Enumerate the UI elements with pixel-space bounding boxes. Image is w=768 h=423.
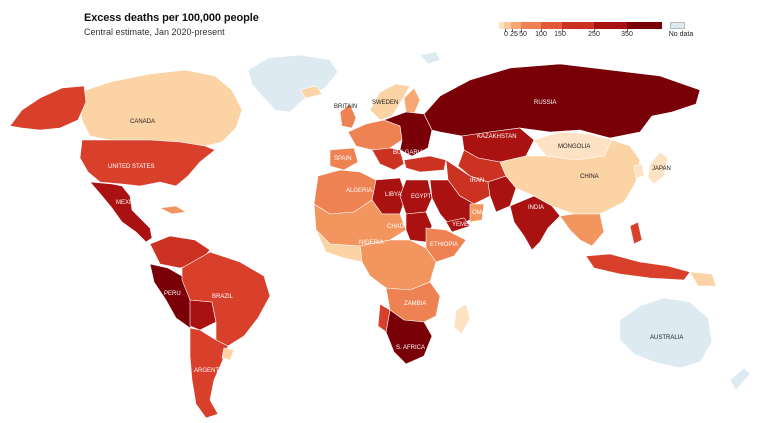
legend-label-no-data: No data [668, 31, 694, 38]
label-canada: CANADA [130, 119, 155, 125]
label-australia: AUSTRALIA [650, 335, 683, 341]
region-greenland [247, 54, 339, 113]
region-australia [619, 297, 713, 369]
legend-label-25: 25 [510, 31, 518, 38]
map-subtitle: Central estimate, Jan 2020-present [84, 27, 225, 37]
region-britain [339, 103, 357, 129]
label-brazil: BRAZIL [212, 294, 234, 300]
region-yemen [445, 217, 471, 233]
region-iceland [299, 85, 323, 99]
region-united-states [79, 139, 216, 187]
label-zambia: ZAMBIA [404, 301, 426, 307]
region-indonesia [585, 253, 691, 281]
legend-swatch-7 [627, 22, 662, 29]
region-central-africa [359, 239, 437, 291]
label-mongolia: MONGOLIA [558, 144, 590, 150]
region-brazil [181, 251, 271, 347]
legend-label-50: 50 [519, 31, 527, 38]
region-scandinavia [369, 83, 411, 121]
label-libya: LIBYA [385, 192, 402, 198]
region-southeast-asia [559, 213, 605, 247]
region-mexico [89, 181, 153, 243]
region-korea [633, 163, 645, 179]
region-new-guinea [689, 271, 717, 287]
label-united-states: UNITED STATES [108, 164, 154, 170]
region-svalbard [419, 51, 441, 65]
region-oman [469, 203, 485, 223]
region-south-africa [385, 309, 433, 365]
label-algeria: ALGERIA [346, 188, 372, 194]
label-chad: CHAD [387, 224, 405, 230]
legend-tick [562, 29, 563, 32]
region-uruguay [221, 347, 235, 361]
label-mexico: MEXICO [116, 200, 140, 206]
region-west-africa-coast [315, 229, 363, 263]
label-egypt: EGYPT [411, 194, 432, 200]
region-japan [647, 151, 669, 185]
label-russia: RUSSIA [534, 100, 556, 106]
color-legend: 0 25 50 100 150 250 350 No data [499, 20, 699, 50]
region-italy-balkans [371, 147, 405, 171]
legend-tick [521, 29, 522, 32]
region-china [499, 139, 641, 215]
label-spain: SPAIN [334, 156, 352, 162]
region-russia [423, 63, 701, 139]
region-namibia [377, 303, 391, 333]
legend-tick [594, 29, 595, 32]
region-philippines [629, 221, 643, 245]
label-sweden: SWEDEN [372, 100, 398, 106]
region-canada [77, 69, 243, 147]
legend-label-250: 250 [588, 31, 600, 38]
region-western-europe [347, 119, 403, 151]
legend-label-100: 100 [535, 31, 547, 38]
region-finland [403, 87, 421, 115]
label-bulgaria: BULGARIA [393, 150, 423, 156]
legend-tick [627, 29, 628, 32]
label-iran: IRAN [470, 178, 484, 184]
label-britain: BRITAIN [334, 104, 357, 110]
legend-swatch-1 [504, 22, 511, 29]
legend-tick [505, 29, 506, 32]
label-nigeria: NIGERIA [359, 240, 384, 246]
label-ethiopia: ETHIOPIA [430, 242, 458, 248]
legend-swatch-2 [511, 22, 521, 29]
label-japan: JAPAN [652, 166, 671, 172]
legend-swatch-3 [521, 22, 541, 29]
legend-label-350: 350 [621, 31, 633, 38]
legend-label-0: 0 [504, 31, 508, 38]
legend-swatch-4 [541, 22, 562, 29]
region-argentina-chile [189, 327, 229, 419]
legend-swatch-0 [499, 22, 504, 29]
label-peru: PERU [164, 291, 181, 297]
region-india [509, 195, 561, 251]
label-yemen: YEMEN [452, 222, 473, 228]
region-caribbean [158, 205, 187, 215]
label-argentina: ARGENTINA [194, 368, 229, 374]
region-alaska [9, 85, 87, 131]
label-kazakhstan: KAZAKHSTAN [477, 134, 517, 140]
legend-swatch-5 [562, 22, 594, 29]
map-title: Excess deaths per 100,000 people [84, 12, 259, 24]
region-turkey [403, 155, 447, 173]
legend-tick [541, 29, 542, 32]
region-spain [329, 147, 359, 171]
label-india: INDIA [528, 205, 544, 211]
label-china: CHINA [580, 174, 599, 180]
region-bolivia [189, 299, 217, 331]
legend-swatch-6 [594, 22, 627, 29]
region-new-zealand [729, 367, 751, 391]
label-oman: OMAN [472, 210, 490, 216]
label-s-africa: S. AFRICA [396, 345, 425, 351]
legend-tick [512, 29, 513, 32]
region-madagascar [453, 303, 471, 335]
legend-swatch-no-data [670, 22, 685, 29]
legend-label-150: 150 [554, 31, 566, 38]
region-eastern-europe [383, 111, 433, 157]
